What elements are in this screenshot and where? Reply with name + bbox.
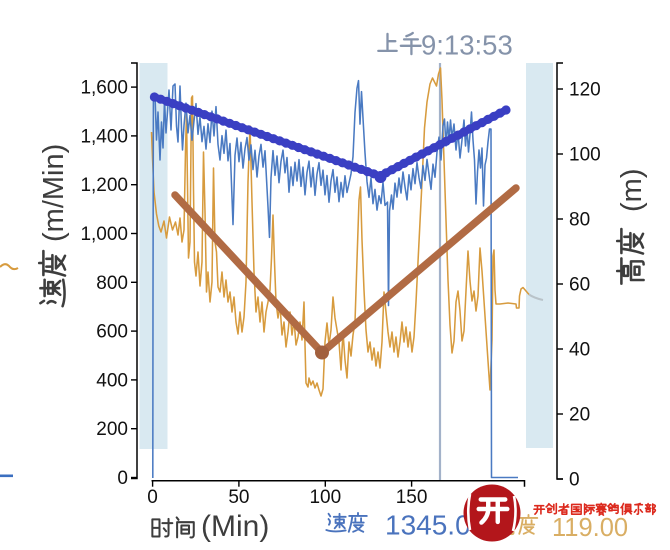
svg-text:200: 200 [96, 419, 128, 440]
svg-text:119.00: 119.00 [552, 514, 628, 542]
svg-text:40: 40 [569, 340, 590, 361]
svg-text:0: 0 [147, 487, 158, 508]
svg-text:120: 120 [569, 80, 601, 101]
svg-text:50: 50 [228, 487, 249, 508]
svg-text:400: 400 [96, 370, 128, 391]
svg-text:1,400: 1,400 [80, 126, 128, 147]
svg-text:9:13:53: 9:13:53 [421, 30, 513, 61]
svg-text:(Min): (Min) [201, 510, 269, 543]
svg-text:600: 600 [96, 322, 128, 343]
svg-text:100: 100 [309, 487, 341, 508]
svg-text:60: 60 [569, 275, 590, 296]
svg-text:80: 80 [569, 210, 590, 231]
svg-text:(m/Min): (m/Min) [38, 144, 70, 242]
svg-text:800: 800 [96, 273, 128, 294]
svg-text:(m): (m) [616, 169, 648, 212]
svg-text:1,600: 1,600 [80, 78, 128, 99]
svg-text:1,000: 1,000 [80, 224, 128, 245]
svg-text:1,200: 1,200 [80, 175, 128, 196]
svg-text:0: 0 [117, 468, 128, 489]
svg-text:100: 100 [569, 145, 601, 166]
svg-text:20: 20 [569, 405, 590, 426]
svg-text:150: 150 [396, 487, 428, 508]
svg-text:0: 0 [569, 470, 580, 491]
